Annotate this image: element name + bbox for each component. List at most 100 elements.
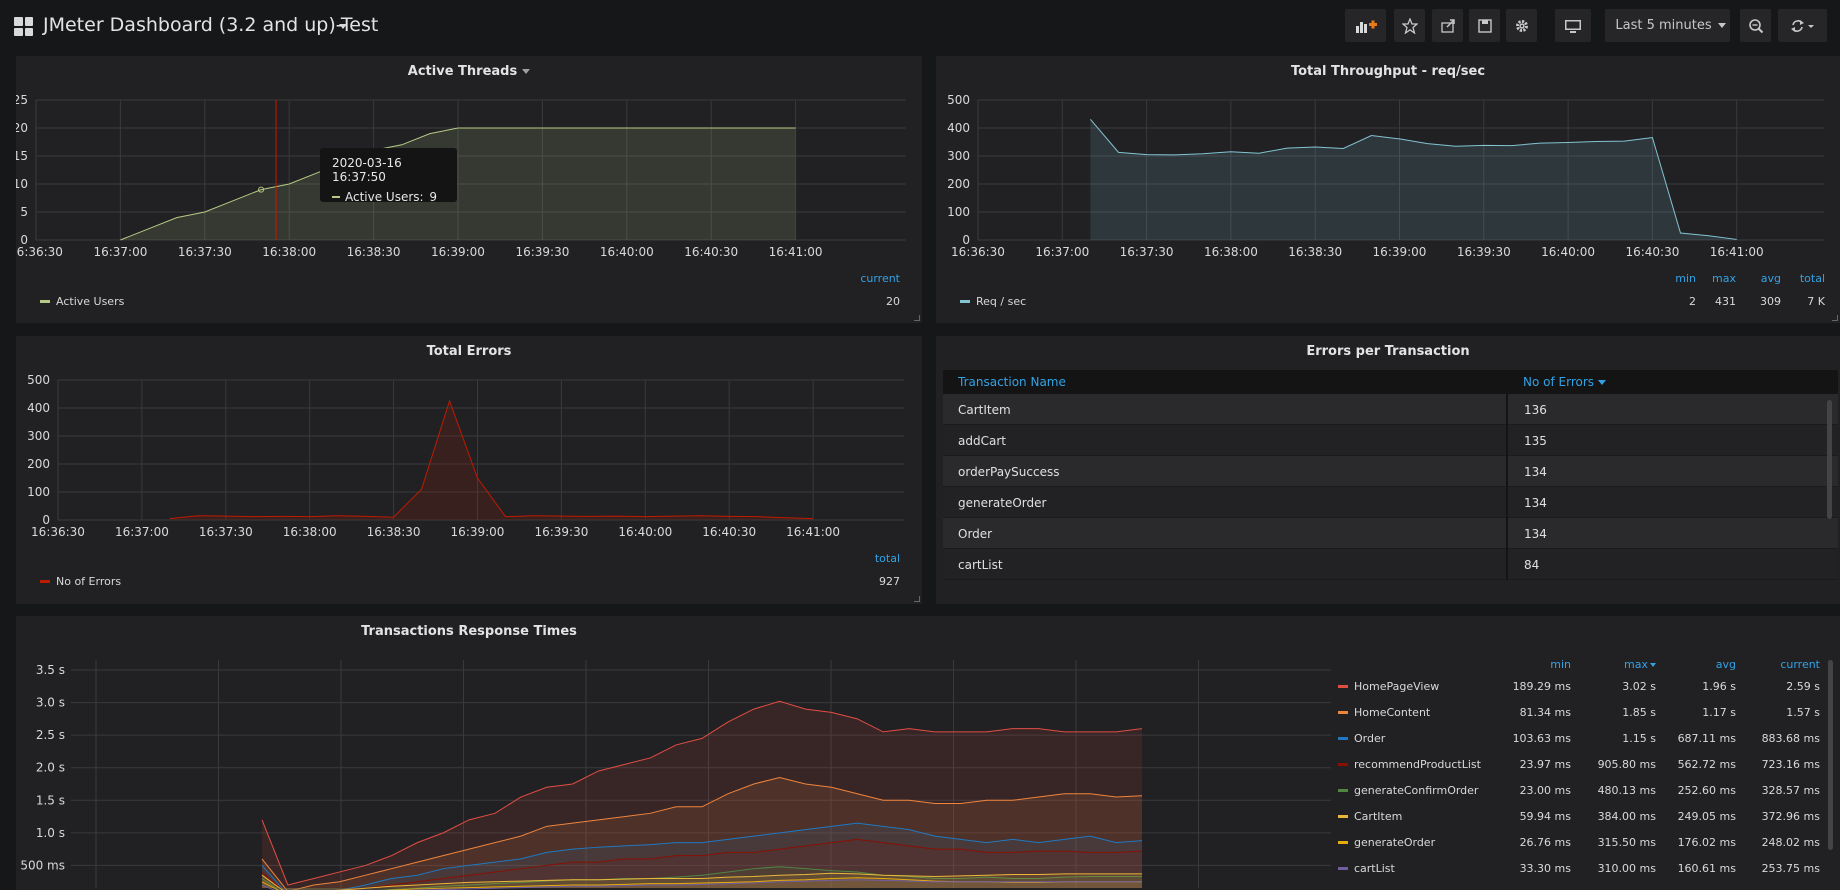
legend-avg-value: 176.02 ms	[1677, 836, 1736, 849]
column-divider	[1506, 456, 1508, 487]
panel-title[interactable]: Active Threads	[16, 64, 922, 79]
legend-avg-value: 309	[1760, 295, 1781, 308]
total-errors-chart[interactable]: 0 100 200 300 400 500 16:36:30 16:37:00 16:37:30…	[16, 336, 922, 536]
chevron-down-icon[interactable]	[339, 24, 347, 29]
panel-resize-handle[interactable]	[1832, 315, 1838, 321]
legend-item[interactable]: recommendProductList	[1338, 758, 1481, 771]
legend-header-avg[interactable]: avg	[1715, 658, 1736, 671]
legend-header-total[interactable]: total	[874, 552, 900, 565]
legend-swatch	[1338, 684, 1348, 688]
x-tick-label: 16:39:00	[451, 525, 505, 536]
column-header-no-of-errors[interactable]: No of Errors	[1523, 375, 1607, 389]
legend-scrollbar[interactable]	[1828, 660, 1833, 850]
series-line	[261, 776, 1143, 890]
legend-item[interactable]: HomePageView	[1338, 680, 1439, 693]
legend-item-active-users[interactable]: Active Users	[40, 295, 124, 308]
share-icon	[1440, 18, 1455, 33]
y-tick-label: 5	[20, 205, 28, 219]
legend-item[interactable]: cartList	[1338, 862, 1395, 875]
legend-item[interactable]: CartItem	[1338, 810, 1402, 823]
table-row[interactable]: Order 134	[943, 518, 1838, 549]
legend-header-max[interactable]: max	[1712, 272, 1736, 285]
legend-min-value: 23.00 ms	[1519, 784, 1571, 797]
legend-item[interactable]: generateOrder	[1338, 836, 1435, 849]
view-mode-button[interactable]	[1555, 9, 1591, 42]
legend-swatch	[1338, 788, 1348, 792]
table-row[interactable]: orderPaySuccess 134	[943, 456, 1838, 487]
active-threads-chart[interactable]: 0 5 10 15 20 25 16:36:30 16:37:00 16:37:30 16:38:…	[16, 56, 922, 256]
share-button[interactable]	[1432, 9, 1463, 42]
errors-per-transaction-panel: Errors per Transaction Transaction Name …	[936, 336, 1840, 604]
zoom-out-button[interactable]	[1740, 9, 1771, 42]
y-tick-label: 300	[947, 149, 970, 163]
legend-min-value: 59.94 ms	[1519, 810, 1571, 823]
legend-header-current[interactable]: current	[1780, 658, 1820, 671]
legend-header-current[interactable]: current	[860, 272, 900, 285]
x-tick-label: 16:41:00	[769, 245, 823, 256]
table-scrollbar[interactable]	[1827, 400, 1832, 519]
dashboard-grid-icon[interactable]	[14, 17, 33, 36]
x-tick-label: 16:37:00	[93, 245, 147, 256]
column-header-transaction-name[interactable]: Transaction Name	[958, 375, 1066, 389]
throughput-chart[interactable]: 0 100 200 300 400 500 16:36:30 16:37:00 16:37:30…	[936, 56, 1840, 256]
error-count-cell: 135	[1524, 434, 1547, 448]
legend-min-value: 189.29 ms	[1512, 680, 1571, 693]
legend-max-value: 1.85 s	[1622, 706, 1656, 719]
refresh-button[interactable]	[1778, 9, 1827, 42]
x-tick-label: 16:40:30	[1625, 245, 1679, 256]
legend-header-max[interactable]: max	[1596, 658, 1656, 671]
panel-title[interactable]: Errors per Transaction	[1306, 344, 1470, 359]
legend-header-min[interactable]: min	[1675, 272, 1696, 285]
save-button[interactable]	[1469, 9, 1500, 42]
panel-resize-handle[interactable]	[914, 315, 920, 321]
legend-item[interactable]: Order	[1338, 732, 1385, 745]
legend-series-name: HomeContent	[1354, 706, 1431, 719]
table-row[interactable]: cartList 84	[943, 549, 1838, 580]
y-tick-label: 500 ms	[20, 858, 65, 872]
x-tick-label: 16:36:30	[16, 245, 63, 256]
x-tick-label: 16:38:30	[1288, 245, 1342, 256]
tooltip-value: 9	[429, 190, 437, 204]
legend-total-value: 927	[879, 575, 900, 588]
table-row[interactable]: addCart 135	[943, 425, 1838, 456]
transaction-name-cell: CartItem	[958, 403, 1011, 417]
legend-header-min[interactable]: min	[1550, 658, 1571, 671]
chart-tooltip: 2020-03-16 16:37:50 Active Users: 9	[320, 148, 457, 204]
column-divider	[1506, 518, 1508, 549]
x-tick-label: 16:37:30	[199, 525, 253, 536]
time-range-picker[interactable]: Last 5 minutes	[1605, 9, 1730, 42]
legend-swatch	[40, 579, 50, 583]
table-row[interactable]: CartItem 136	[943, 394, 1838, 425]
series-line	[261, 822, 1143, 890]
panel-title[interactable]: Transactions Response Times	[361, 624, 577, 639]
y-tick-label: 0	[962, 233, 970, 247]
panel-title[interactable]: Total Errors	[426, 344, 512, 359]
add-panel-button[interactable]	[1345, 9, 1386, 42]
legend-header-total[interactable]: total	[1799, 272, 1825, 285]
legend-min-value: 26.76 ms	[1519, 836, 1571, 849]
table-row[interactable]: generateOrder 134	[943, 487, 1838, 518]
legend-header-avg[interactable]: avg	[1760, 272, 1781, 285]
tooltip-time: 2020-03-16 16:37:50	[332, 156, 402, 184]
x-tick-label: 16:40:30	[702, 525, 756, 536]
star-button[interactable]	[1394, 9, 1425, 42]
dashboard-title[interactable]: JMeter Dashboard (3.2 and up)-Test	[43, 14, 379, 36]
x-tick-label: 16:39:30	[1457, 245, 1511, 256]
legend-avg-value: 252.60 ms	[1677, 784, 1736, 797]
series-area	[1090, 119, 1737, 240]
panel-resize-handle[interactable]	[914, 596, 920, 602]
legend-item[interactable]: generateConfirmOrder	[1338, 784, 1478, 797]
legend-item-req-sec[interactable]: Req / sec	[960, 295, 1026, 308]
legend-item[interactable]: HomeContent	[1338, 706, 1430, 719]
series-area	[262, 879, 1142, 890]
y-tick-label: 2.0 s	[36, 761, 65, 775]
settings-button[interactable]	[1506, 9, 1537, 42]
legend-item-no-of-errors[interactable]: No of Errors	[40, 575, 121, 588]
legend-max-value: 3.02 s	[1622, 680, 1656, 693]
y-tick-label: 300	[27, 429, 50, 443]
x-tick-label: 16:37:30	[178, 245, 232, 256]
legend-series-name: HomePageView	[1354, 680, 1440, 693]
panel-title[interactable]: Total Throughput - req/sec	[1290, 64, 1486, 79]
